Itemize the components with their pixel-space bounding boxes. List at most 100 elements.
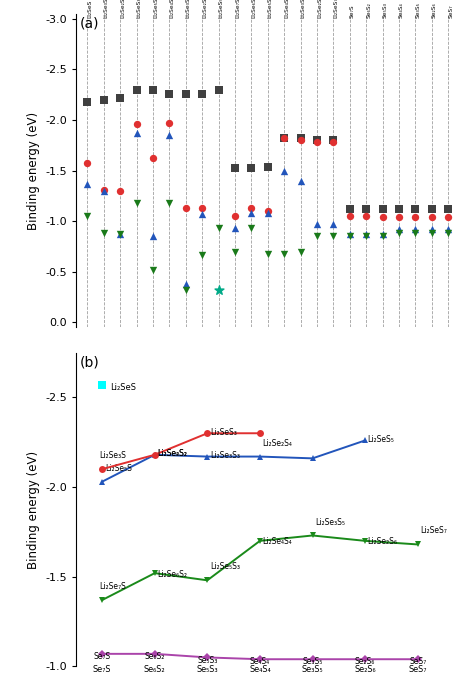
Text: (b): (b) — [80, 356, 100, 370]
Point — [231, 211, 239, 222]
Y-axis label: Binding energy (eV): Binding energy (eV) — [27, 450, 39, 568]
Text: Li₂Se₂S₂: Li₂Se₂S₂ — [120, 0, 125, 18]
Point — [83, 97, 91, 107]
Point — [98, 379, 106, 390]
Point — [247, 163, 255, 174]
Point — [281, 133, 288, 143]
Point — [395, 211, 403, 222]
Y-axis label: Binding energy (eV): Binding energy (eV) — [27, 112, 39, 230]
Point — [83, 211, 91, 222]
Text: Se₄S₄: Se₄S₄ — [250, 658, 270, 666]
Point — [346, 203, 354, 214]
Point — [412, 203, 419, 214]
Text: SeS₇: SeS₇ — [409, 658, 426, 666]
Point — [412, 211, 419, 222]
Point — [363, 229, 370, 240]
Point — [313, 219, 321, 230]
Point — [313, 137, 321, 148]
Point — [199, 209, 206, 220]
Point — [165, 118, 173, 129]
Point — [264, 162, 272, 173]
Point — [264, 248, 272, 259]
Point — [412, 224, 419, 235]
Point — [395, 203, 403, 214]
Point — [379, 229, 386, 240]
Point — [247, 207, 255, 218]
Text: Li₂Se₇S: Li₂Se₇S — [235, 0, 240, 18]
Point — [297, 175, 304, 186]
Text: Li₂Se₂S₄: Li₂Se₂S₄ — [263, 439, 292, 447]
Point — [445, 203, 452, 214]
Text: Li₂Se₇S: Li₂Se₇S — [100, 582, 126, 591]
Point — [363, 211, 370, 222]
Point — [133, 128, 140, 139]
Point — [313, 231, 321, 242]
Text: Li₂Se₄S₂: Li₂Se₄S₂ — [169, 0, 174, 18]
Point — [247, 203, 255, 214]
Text: Li₂SeS₇: Li₂SeS₇ — [333, 0, 338, 18]
Point — [329, 219, 337, 230]
Point — [116, 186, 124, 197]
Text: Li₂Se₅S₃: Li₂Se₅S₃ — [268, 0, 273, 18]
Point — [379, 211, 386, 222]
Point — [445, 224, 452, 235]
Text: (a): (a) — [80, 17, 99, 31]
Point — [100, 95, 108, 105]
Text: Li₂SeS₃: Li₂SeS₃ — [137, 0, 142, 18]
Text: Li₂Se₅S₃: Li₂Se₅S₃ — [210, 562, 240, 571]
Text: Li₂Se₄S₄: Li₂Se₄S₄ — [263, 537, 292, 546]
Point — [116, 229, 124, 240]
Text: Li₂Se₄S₄: Li₂Se₄S₄ — [284, 0, 289, 18]
Point — [165, 88, 173, 99]
Text: Se₄S₄: Se₄S₄ — [399, 2, 404, 18]
Point — [199, 88, 206, 99]
Text: Li₂Se₅S: Li₂Se₅S — [153, 0, 158, 18]
Point — [149, 153, 157, 164]
Point — [199, 203, 206, 214]
Text: Li₂Se₂S₂: Li₂Se₂S₂ — [157, 449, 187, 458]
Point — [329, 137, 337, 148]
Point — [329, 231, 337, 242]
Point — [281, 133, 288, 143]
Point — [182, 88, 190, 99]
Point — [264, 205, 272, 216]
Point — [412, 228, 419, 239]
Point — [346, 229, 354, 240]
Text: Li₂Se₃S₅: Li₂Se₃S₅ — [315, 517, 345, 526]
Point — [297, 133, 304, 143]
Text: Se₇S: Se₇S — [93, 664, 111, 674]
Text: Li₂Se₃S₃: Li₂Se₃S₃ — [210, 451, 240, 460]
Point — [100, 228, 108, 239]
Point — [149, 265, 157, 275]
Point — [346, 231, 354, 242]
Text: Se₆S₂: Se₆S₂ — [366, 2, 371, 18]
Text: Se₄S₄: Se₄S₄ — [249, 664, 271, 674]
Point — [297, 246, 304, 257]
Text: Li₂Se₃S₅: Li₂Se₃S₅ — [301, 0, 306, 18]
Point — [83, 158, 91, 169]
Point — [116, 229, 124, 240]
Text: Li₂SeS₃: Li₂SeS₃ — [210, 428, 237, 437]
Text: Li₂Se₃S₃: Li₂Se₃S₃ — [186, 0, 191, 18]
Text: Se₃S₅: Se₃S₅ — [302, 658, 323, 666]
Text: Li₂Se₄S₂: Li₂Se₄S₂ — [157, 449, 187, 458]
Point — [133, 118, 140, 129]
Text: Li₂SeS: Li₂SeS — [110, 383, 136, 392]
Point — [445, 228, 452, 239]
Text: Se₃S₅: Se₃S₅ — [302, 664, 323, 674]
Point — [231, 246, 239, 257]
Point — [149, 231, 157, 242]
Text: Se₃S₅: Se₃S₅ — [416, 1, 420, 18]
Point — [428, 228, 436, 239]
Point — [428, 224, 436, 235]
Point — [379, 203, 386, 214]
Text: Li₂Se₆S₂: Li₂Se₆S₂ — [251, 0, 256, 18]
Point — [264, 207, 272, 218]
Point — [231, 223, 239, 234]
Point — [182, 203, 190, 214]
Text: Li₂Se₃S: Li₂Se₃S — [100, 451, 127, 460]
Point — [215, 223, 222, 234]
Text: Li₂Se₂S₆: Li₂Se₂S₆ — [368, 537, 398, 546]
Text: Li₂Se₆S₂: Li₂Se₆S₂ — [157, 570, 187, 579]
Point — [281, 165, 288, 176]
